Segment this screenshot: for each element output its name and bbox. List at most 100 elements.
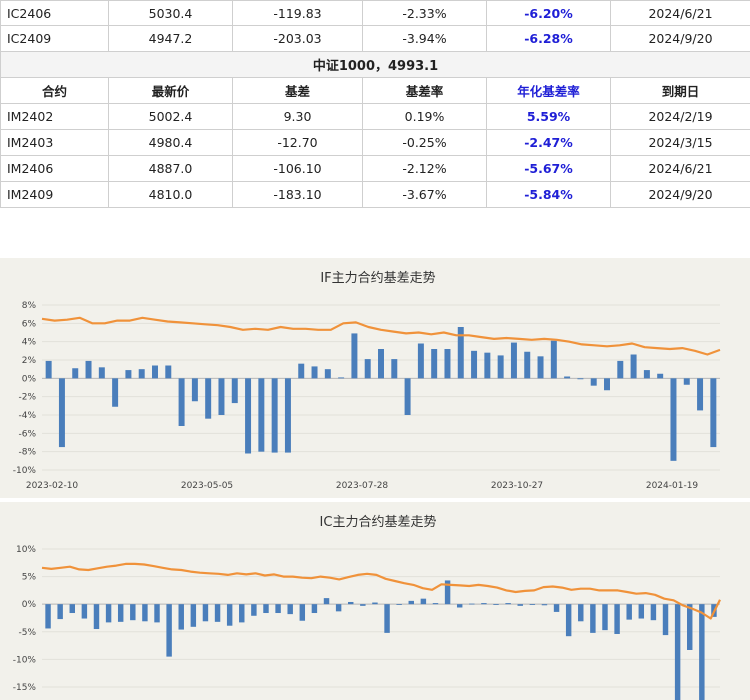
y-tick-label: -10% bbox=[13, 655, 37, 665]
table-row: IM2403 4980.4 -12.70 -0.25% -2.47% 2024/… bbox=[0, 129, 750, 156]
basis-bar bbox=[590, 604, 596, 633]
basis-bar bbox=[166, 604, 172, 657]
basis-bar bbox=[69, 604, 75, 614]
basis-bar bbox=[457, 327, 464, 379]
basis-bar bbox=[550, 340, 557, 379]
basis-bar bbox=[687, 604, 693, 650]
header-latest-price: 最新价 bbox=[108, 77, 233, 104]
table-row: IC2406 5030.4 -119.83 -2.33% -6.20% 2024… bbox=[0, 0, 750, 26]
basis-bar bbox=[298, 363, 305, 379]
basis-bar bbox=[662, 604, 669, 636]
contract-cell: IC2409 bbox=[0, 25, 109, 52]
basis-bar bbox=[57, 604, 63, 620]
y-tick-label: -6% bbox=[18, 429, 36, 439]
basis-bar bbox=[577, 378, 584, 380]
basis-bar bbox=[657, 373, 664, 379]
basis-bar bbox=[231, 378, 238, 404]
basis-bar bbox=[112, 378, 119, 407]
basis-bar bbox=[396, 604, 402, 605]
basis-bar bbox=[650, 604, 657, 621]
basis-bar bbox=[271, 378, 278, 453]
basis-bar bbox=[564, 376, 571, 379]
basis-rate-cell: -2.33% bbox=[362, 0, 487, 26]
header-contract: 合约 bbox=[0, 77, 109, 104]
annual-rate-cell: 5.59% bbox=[486, 103, 611, 130]
y-tick-label: -2% bbox=[18, 393, 36, 403]
contract-cell: IM2406 bbox=[0, 155, 109, 182]
basis-bar bbox=[626, 604, 632, 620]
annual-rate-cell: -6.20% bbox=[486, 0, 611, 26]
table-row: IM2409 4810.0 -183.10 -3.67% -5.84% 2024… bbox=[0, 181, 750, 208]
basis-rate-cell: -2.12% bbox=[362, 155, 487, 182]
basis-bar bbox=[456, 604, 463, 608]
basis-bar bbox=[617, 360, 624, 379]
basis-bar bbox=[130, 604, 136, 621]
basis-bar bbox=[524, 351, 531, 379]
y-tick-label: 8% bbox=[22, 301, 37, 311]
basis-bar bbox=[505, 603, 511, 605]
basis-bar bbox=[191, 378, 198, 402]
y-tick-label: 6% bbox=[22, 319, 37, 329]
chart-title: IF主力合约基差走势 bbox=[320, 270, 435, 286]
basis-bar bbox=[226, 604, 233, 626]
basis-rate-cell: -3.67% bbox=[362, 181, 487, 208]
basis-bar bbox=[484, 352, 491, 379]
basis-bar bbox=[420, 598, 427, 605]
basis-bar bbox=[537, 356, 544, 379]
basis-bar bbox=[674, 604, 681, 700]
basis-bar bbox=[178, 378, 185, 426]
basis-bar bbox=[338, 377, 345, 379]
if-chart-panel: IF主力合约基差走势 8% 6% 4% 2% 0% -2% -4% -6% -8% -10% 2023… bbox=[0, 258, 750, 498]
basis-bar bbox=[324, 369, 331, 379]
table-row: IC2409 4947.2 -203.03 -3.94% -6.28% 2024… bbox=[0, 25, 750, 52]
basis-bar bbox=[378, 349, 384, 379]
basis-bar bbox=[710, 378, 717, 448]
basis-bar bbox=[351, 333, 358, 379]
basis-bar bbox=[630, 354, 637, 379]
basis-cell: -106.10 bbox=[232, 155, 363, 182]
basis-bar bbox=[469, 603, 475, 605]
header-basis: 基差 bbox=[232, 77, 363, 104]
basis-rate-cell: 0.19% bbox=[362, 103, 487, 130]
basis-bar bbox=[444, 580, 451, 605]
basis-bar bbox=[323, 598, 330, 605]
expiry-cell: 2024/6/21 bbox=[610, 0, 750, 26]
y-tick-label: 0% bbox=[22, 600, 37, 610]
annualized-basis-line bbox=[41, 316, 721, 356]
y-tick-label: 10% bbox=[16, 545, 36, 555]
basis-cell: 9.30 bbox=[232, 103, 363, 130]
basis-bar bbox=[541, 604, 548, 606]
basis-bar bbox=[471, 350, 478, 379]
y-tick-label: 5% bbox=[22, 573, 37, 583]
basis-table: IC2406 5030.4 -119.83 -2.33% -6.20% 2024… bbox=[0, 0, 750, 208]
header-expiry: 到期日 bbox=[610, 77, 750, 104]
basis-bar bbox=[311, 604, 318, 614]
basis-bar bbox=[178, 604, 184, 630]
basis-bar bbox=[638, 604, 645, 619]
basis-bar bbox=[670, 378, 677, 461]
basis-bar bbox=[699, 604, 705, 700]
header-basis-rate: 基差率 bbox=[362, 77, 487, 104]
basis-bar bbox=[105, 604, 112, 623]
basis-bar bbox=[138, 369, 145, 379]
basis-cell: -183.10 bbox=[232, 181, 363, 208]
basis-bar bbox=[142, 604, 148, 622]
annualized-basis-line bbox=[41, 562, 721, 620]
section-title: 中证1000，4993.1 bbox=[0, 51, 750, 78]
basis-bar bbox=[602, 604, 608, 631]
basis-bar bbox=[202, 604, 209, 622]
y-tick-label: -10% bbox=[13, 466, 37, 476]
latest-price-cell: 4810.0 bbox=[108, 181, 233, 208]
table-row: IM2406 4887.0 -106.10 -2.12% -5.67% 2024… bbox=[0, 155, 750, 182]
basis-bar bbox=[590, 378, 597, 386]
basis-bar bbox=[553, 604, 560, 612]
contract-cell: IM2409 bbox=[0, 181, 109, 208]
basis-bar bbox=[214, 604, 221, 622]
basis-bar bbox=[85, 360, 92, 379]
x-tick-label: 2023-10-27 bbox=[491, 481, 543, 491]
latest-price-cell: 5030.4 bbox=[108, 0, 233, 26]
basis-bar bbox=[565, 604, 572, 637]
y-tick-label: -8% bbox=[18, 448, 36, 458]
annual-rate-cell: -5.84% bbox=[486, 181, 611, 208]
basis-bar bbox=[432, 603, 439, 605]
